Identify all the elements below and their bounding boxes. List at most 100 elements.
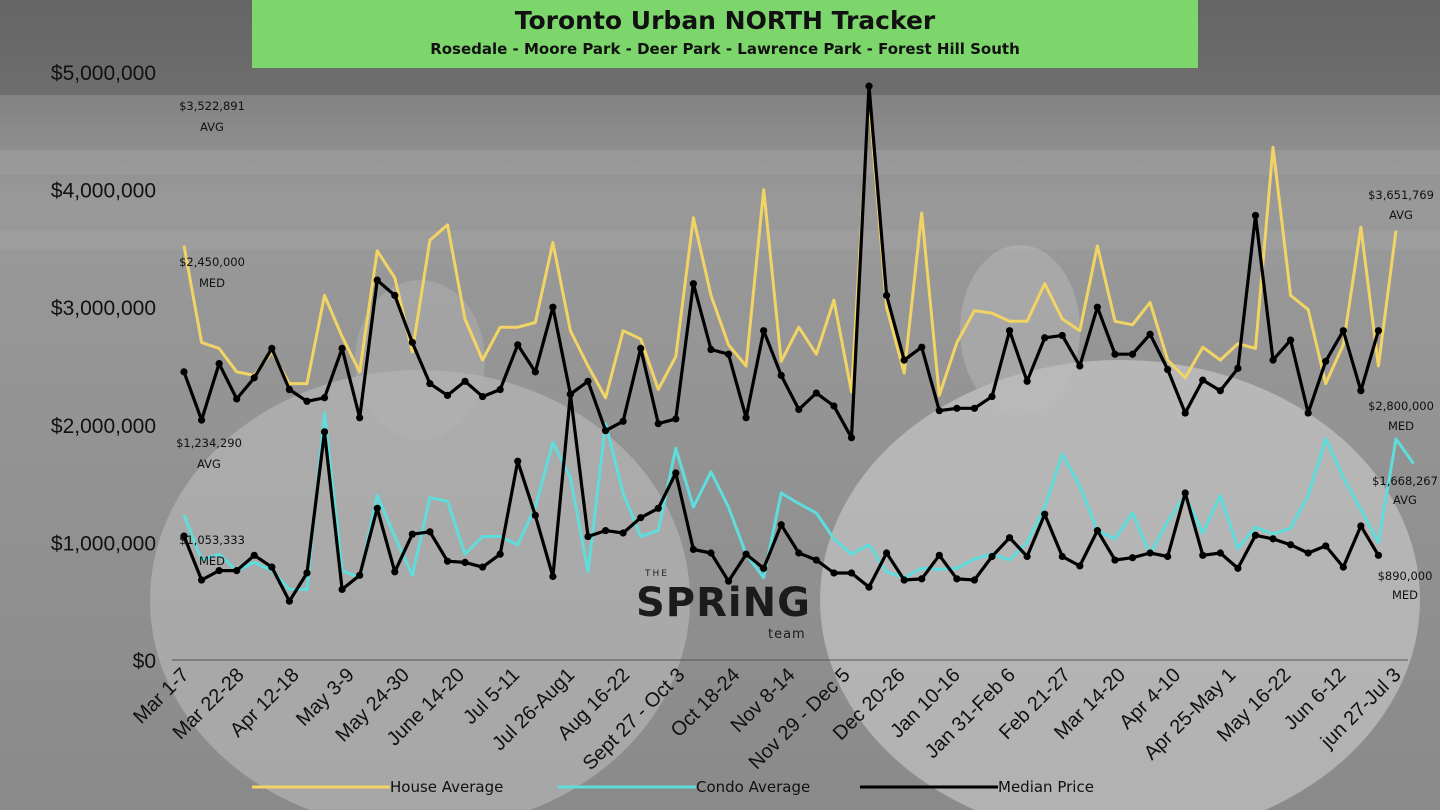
data-point xyxy=(830,569,838,577)
data-point xyxy=(426,380,434,388)
data-point xyxy=(1023,552,1031,561)
data-point xyxy=(250,551,258,559)
data-point xyxy=(777,371,785,380)
data-point xyxy=(197,416,206,424)
data-point xyxy=(707,549,715,557)
data-point xyxy=(724,350,733,358)
data-point xyxy=(1164,552,1172,561)
data-point xyxy=(918,575,926,583)
data-point xyxy=(777,521,785,529)
data-point xyxy=(391,291,399,300)
data-point xyxy=(1199,551,1207,559)
data-point xyxy=(1234,364,1242,372)
data-point xyxy=(1058,331,1066,340)
data-point xyxy=(531,511,539,519)
data-point xyxy=(320,428,329,436)
data-point xyxy=(1128,554,1137,562)
data-point xyxy=(1339,327,1347,335)
data-point xyxy=(689,280,697,288)
data-point xyxy=(320,394,329,402)
data-point xyxy=(1023,377,1031,385)
data-point xyxy=(1164,365,1172,374)
data-point xyxy=(408,338,416,347)
data-point xyxy=(250,374,258,382)
title-banner: Toronto Urban NORTH Tracker Rosedale - M… xyxy=(252,0,1198,68)
logo-spring: SPRiNG xyxy=(636,580,811,626)
legend: House Average Condo Average Median Price xyxy=(252,778,1094,796)
data-point xyxy=(1216,387,1224,395)
y-tick-label: $5,000,000 xyxy=(51,62,156,85)
y-tick-label: $2,000,000 xyxy=(51,415,156,438)
data-point xyxy=(1339,563,1347,571)
data-point xyxy=(1093,303,1101,311)
data-point xyxy=(724,577,733,585)
data-point xyxy=(601,427,610,435)
house-average-line xyxy=(182,96,1398,400)
annotation-tag: MED xyxy=(1392,588,1418,602)
data-point xyxy=(356,414,364,422)
data-point xyxy=(584,377,592,385)
data-point xyxy=(1304,409,1312,417)
data-point xyxy=(883,549,891,557)
data-point xyxy=(303,397,311,405)
data-point xyxy=(1076,562,1084,570)
median-price-line xyxy=(182,84,1380,440)
data-point xyxy=(549,303,557,311)
data-point xyxy=(988,552,996,561)
data-point xyxy=(1251,531,1260,539)
data-point xyxy=(953,404,961,412)
data-point xyxy=(637,344,645,352)
data-point xyxy=(1322,542,1330,550)
data-point xyxy=(900,576,908,584)
data-point xyxy=(795,549,803,557)
data-point xyxy=(1146,549,1154,557)
data-point xyxy=(549,572,557,581)
data-point xyxy=(601,527,610,535)
data-point xyxy=(514,341,522,349)
data-point xyxy=(373,504,381,512)
data-point xyxy=(1093,527,1101,535)
legend-label: House Average xyxy=(390,778,503,796)
annotation-tag: MED xyxy=(199,554,225,568)
data-point xyxy=(847,569,856,577)
data-point xyxy=(1058,552,1066,561)
data-point xyxy=(1005,327,1014,335)
person-left-silhouette xyxy=(150,370,690,810)
data-point xyxy=(1269,356,1277,364)
data-point xyxy=(180,532,188,540)
data-point xyxy=(1041,334,1049,342)
data-point xyxy=(918,343,926,351)
annotation-tag: AVG xyxy=(200,120,224,134)
data-point xyxy=(795,405,803,414)
data-point xyxy=(654,420,662,428)
data-point xyxy=(689,545,697,554)
data-point xyxy=(707,345,715,354)
data-point xyxy=(1269,535,1277,543)
data-point xyxy=(496,550,504,558)
annotation-tag: MED xyxy=(199,276,225,290)
data-point xyxy=(233,567,241,575)
data-point xyxy=(1216,549,1224,557)
data-point xyxy=(654,504,662,512)
data-point xyxy=(303,569,311,577)
data-point xyxy=(970,404,979,412)
annotation-value: $1,234,290 xyxy=(176,436,242,450)
data-point xyxy=(479,392,487,401)
annotations: $3,522,891 AVG $2,450,000 MED $1,234,290 AVG $… xyxy=(176,99,1438,602)
data-point xyxy=(584,532,592,541)
chart-title: Toronto Urban NORTH Tracker xyxy=(514,6,936,35)
data-point xyxy=(1041,510,1049,518)
data-point xyxy=(672,469,680,477)
data-point xyxy=(1234,564,1242,572)
data-point xyxy=(180,368,188,376)
data-point xyxy=(1304,549,1312,557)
data-point xyxy=(1181,409,1189,417)
data-point xyxy=(268,344,276,352)
data-point xyxy=(426,528,434,536)
data-point xyxy=(356,571,364,579)
data-point xyxy=(1374,327,1383,335)
data-point xyxy=(742,550,750,558)
data-point xyxy=(830,402,838,410)
